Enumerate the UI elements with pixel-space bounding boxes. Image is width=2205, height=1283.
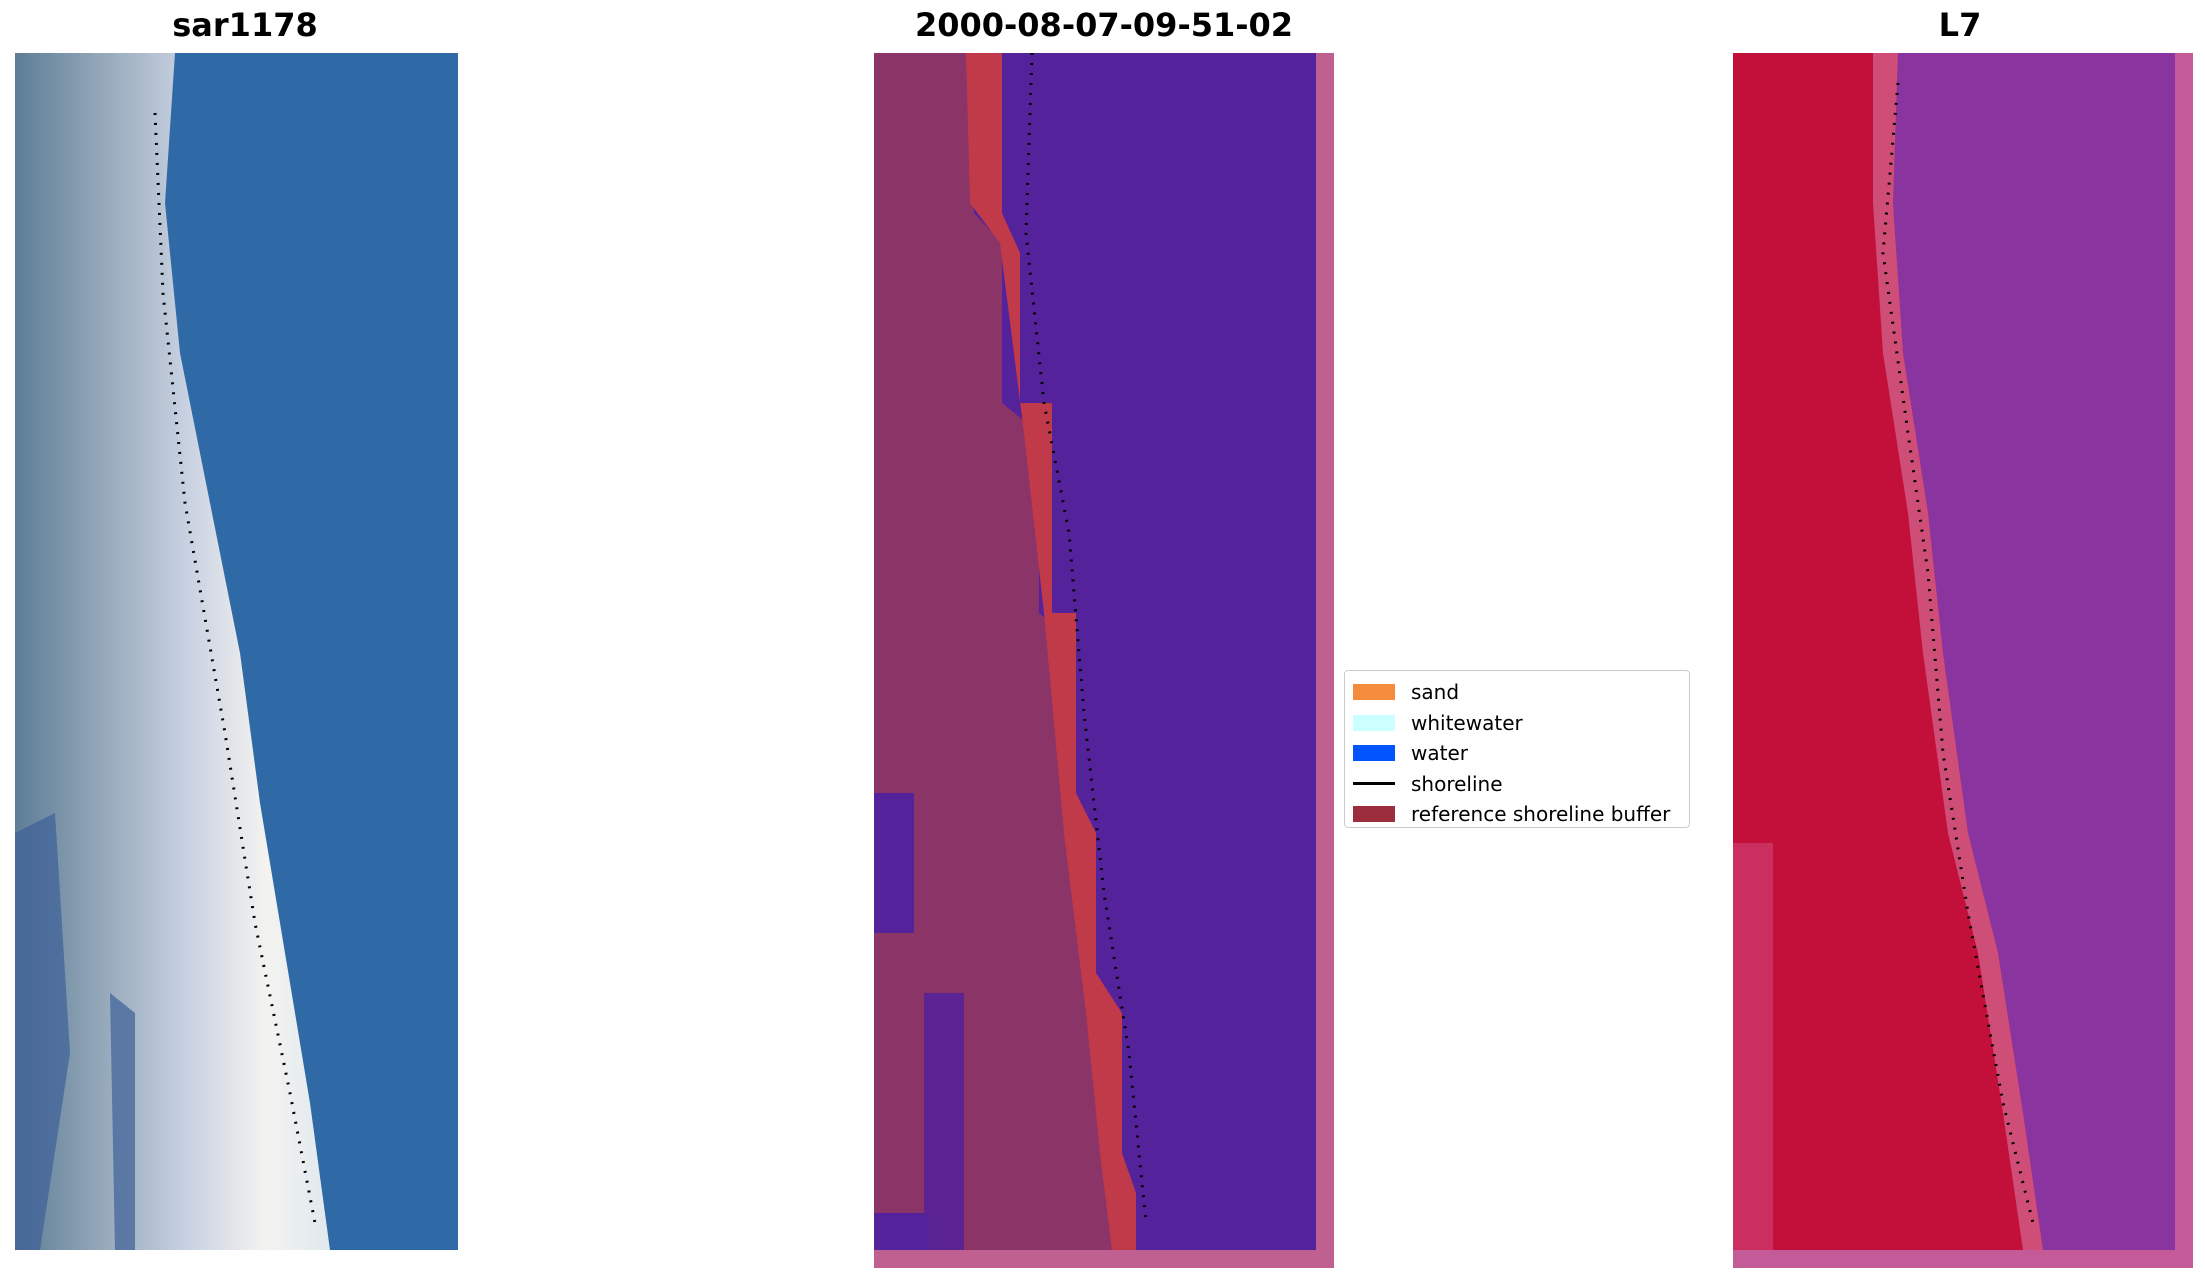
- panel-title-rgb: sar1178: [172, 6, 318, 44]
- legend-label: whitewater: [1411, 710, 1523, 735]
- shoreline-dots: [1881, 82, 2035, 1224]
- reference-buffer-swatch: [1353, 806, 1395, 823]
- legend-item-sand: sand: [1353, 677, 1681, 708]
- whitewater-swatch: [1353, 714, 1395, 731]
- classified-image: [874, 53, 1334, 1268]
- rgb-image-panel: [15, 53, 458, 1250]
- legend-item-water: water: [1353, 738, 1681, 769]
- legend-item-whitewater: whitewater: [1353, 708, 1681, 739]
- legend-label: reference shoreline buffer: [1411, 802, 1671, 827]
- panel-title-satellite: L7: [1938, 6, 1982, 44]
- sand-swatch: [1353, 684, 1395, 701]
- legend-item-shoreline: shoreline: [1353, 769, 1681, 800]
- l7-image-panel: [1733, 53, 2193, 1268]
- legend: sand whitewater water shoreline referenc…: [1344, 670, 1690, 828]
- land-index: [1733, 53, 2043, 1250]
- rgb-image: [15, 53, 458, 1250]
- beach-area: [15, 53, 330, 1250]
- shoreline-line-icon: [1353, 782, 1395, 786]
- shoreline-dots: [1024, 53, 1148, 1224]
- reference-buffer: [966, 53, 1136, 1250]
- shoreline-dots: [153, 112, 317, 1224]
- legend-label: water: [1411, 741, 1468, 766]
- classified-image-panel: [874, 53, 1334, 1268]
- panel-title-date: 2000-08-07-09-51-02: [914, 6, 1294, 44]
- legend-label: sand: [1411, 680, 1460, 705]
- water-swatch: [1353, 745, 1395, 762]
- legend-item-reference-buffer: reference shoreline buffer: [1353, 799, 1681, 830]
- l7-image: [1733, 53, 2193, 1268]
- legend-label: shoreline: [1411, 771, 1503, 796]
- land-class: [874, 53, 1129, 1250]
